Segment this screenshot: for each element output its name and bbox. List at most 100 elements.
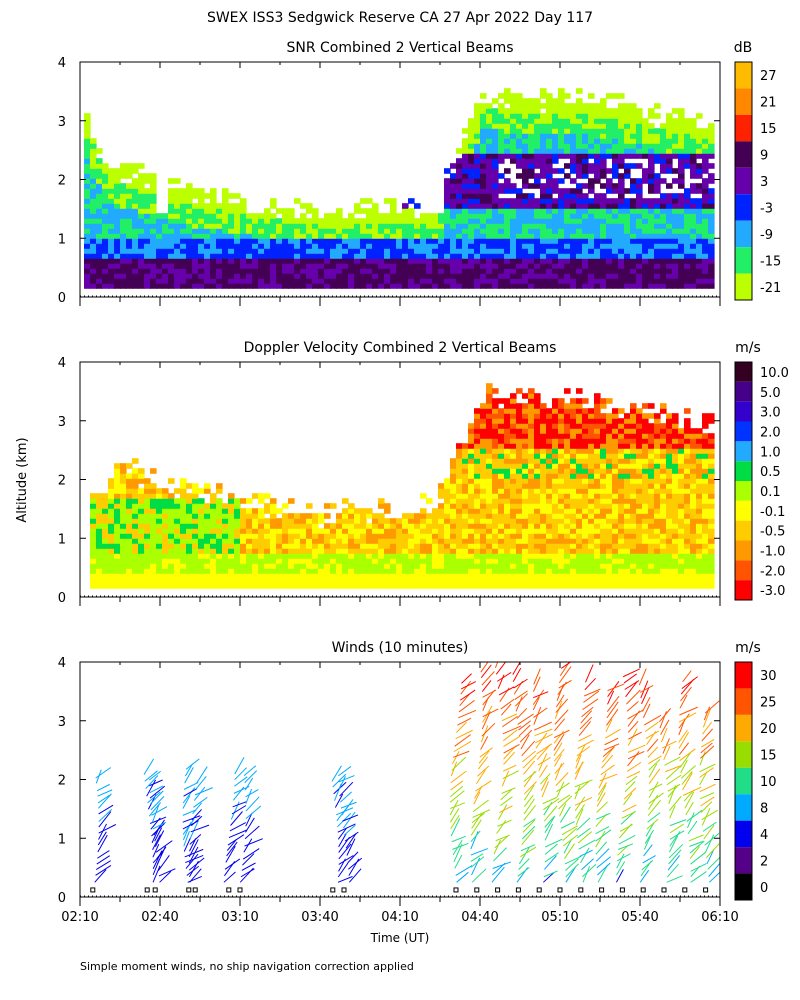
- heatmap-cell: [282, 543, 289, 549]
- heatmap-cell: [84, 203, 91, 209]
- heatmap-cell: [420, 223, 427, 229]
- heatmap-cell: [186, 493, 193, 499]
- heatmap-cell: [564, 273, 571, 279]
- heatmap-cell: [504, 263, 511, 269]
- heatmap-cell: [480, 493, 487, 499]
- heatmap-cell: [138, 523, 145, 529]
- heatmap-cell: [510, 583, 517, 589]
- heatmap-cell: [354, 513, 361, 519]
- heatmap-cell: [486, 188, 493, 194]
- heatmap-cell: [156, 558, 163, 564]
- heatmap-cell: [216, 488, 223, 494]
- heatmap-cell: [666, 273, 673, 279]
- heatmap-cell: [540, 263, 547, 269]
- heatmap-cell: [648, 198, 655, 204]
- heatmap-cell: [510, 508, 517, 514]
- heatmap-cell: [198, 188, 205, 194]
- heatmap-cell: [486, 478, 493, 484]
- heatmap-cell: [558, 238, 565, 244]
- heatmap-cell: [576, 553, 583, 559]
- heatmap-cell: [216, 208, 223, 214]
- heatmap-cell: [522, 263, 529, 269]
- heatmap-cell: [600, 273, 607, 279]
- heatmap-cell: [636, 278, 643, 284]
- heatmap-cell: [354, 563, 361, 569]
- heatmap-cell: [390, 253, 397, 259]
- heatmap-cell: [474, 563, 481, 569]
- heatmap-cell: [378, 568, 385, 574]
- heatmap-cell: [612, 148, 619, 154]
- heatmap-cell: [480, 403, 487, 409]
- heatmap-cell: [642, 563, 649, 569]
- heatmap-cell: [528, 138, 535, 144]
- heatmap-cell: [192, 213, 199, 219]
- heatmap-cell: [126, 163, 133, 169]
- heatmap-cell: [270, 263, 277, 269]
- heatmap-cell: [390, 238, 397, 244]
- heatmap-cell: [420, 548, 427, 554]
- heatmap-cell: [612, 108, 619, 114]
- heatmap-cell: [672, 193, 679, 199]
- heatmap-cell: [486, 173, 493, 179]
- heatmap-cell: [150, 238, 157, 244]
- heatmap-cell: [594, 193, 601, 199]
- heatmap-cell: [144, 278, 151, 284]
- heatmap-cell: [288, 258, 295, 264]
- heatmap-cell: [468, 553, 475, 559]
- heatmap-cell: [246, 248, 253, 254]
- heatmap-cell: [222, 268, 229, 274]
- heatmap-cell: [504, 98, 511, 104]
- heatmap-cell: [540, 118, 547, 124]
- heatmap-cell: [390, 243, 397, 249]
- heatmap-cell: [588, 178, 595, 184]
- heatmap-cell: [426, 283, 433, 289]
- heatmap-cell: [552, 553, 559, 559]
- heatmap-cell: [522, 393, 529, 399]
- heatmap-cell: [108, 498, 115, 504]
- heatmap-cell: [582, 138, 589, 144]
- heatmap-cell: [264, 573, 271, 579]
- heatmap-cell: [90, 168, 97, 174]
- heatmap-cell: [630, 238, 637, 244]
- heatmap-cell: [468, 513, 475, 519]
- heatmap-cell: [198, 208, 205, 214]
- heatmap-cell: [600, 138, 607, 144]
- heatmap-cell: [528, 448, 535, 454]
- heatmap-cell: [630, 248, 637, 254]
- heatmap-cell: [264, 253, 271, 259]
- heatmap-cell: [540, 173, 547, 179]
- heatmap-cell: [564, 503, 571, 509]
- heatmap-cell: [186, 238, 193, 244]
- heatmap-cell: [486, 243, 493, 249]
- heatmap-cell: [372, 263, 379, 269]
- heatmap-cell: [408, 283, 415, 289]
- heatmap-cell: [684, 123, 691, 129]
- heatmap-cell: [546, 578, 553, 584]
- heatmap-cell: [582, 103, 589, 109]
- heatmap-cell: [222, 213, 229, 219]
- heatmap-cell: [114, 478, 121, 484]
- heatmap-cell: [486, 103, 493, 109]
- heatmap-cell: [552, 483, 559, 489]
- heatmap-cell: [576, 558, 583, 564]
- heatmap-cell: [582, 128, 589, 134]
- heatmap-cell: [666, 253, 673, 259]
- heatmap-cell: [654, 158, 661, 164]
- heatmap-cell: [420, 238, 427, 244]
- heatmap-cell: [306, 583, 313, 589]
- heatmap-cell: [456, 198, 463, 204]
- heatmap-cell: [126, 563, 133, 569]
- heatmap-cell: [630, 453, 637, 459]
- heatmap-cell: [348, 263, 355, 269]
- heatmap-cell: [522, 228, 529, 234]
- heatmap-cell: [234, 518, 241, 524]
- heatmap-cell: [636, 133, 643, 139]
- heatmap-cell: [150, 538, 157, 544]
- heatmap-cell: [624, 503, 631, 509]
- heatmap-cell: [186, 258, 193, 264]
- heatmap-cell: [216, 223, 223, 229]
- heatmap-cell: [240, 498, 247, 504]
- heatmap-cell: [594, 198, 601, 204]
- heatmap-cell: [108, 538, 115, 544]
- heatmap-cell: [558, 188, 565, 194]
